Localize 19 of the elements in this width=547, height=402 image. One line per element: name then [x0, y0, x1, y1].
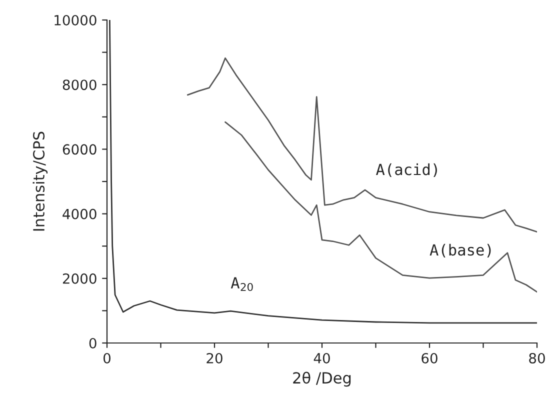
y-tick-label: 8000 [62, 80, 96, 90]
x-tick-label: 0 [103, 352, 110, 364]
x-tick-label: 80 [529, 352, 545, 364]
y-tick-label: 10000 [54, 14, 96, 26]
x-tick-label: 60 [422, 352, 438, 364]
y-tick-label: 6000 [62, 144, 96, 155]
series-label: A$_{20}$ [230, 277, 253, 292]
x-tick-label: 20 [206, 352, 222, 364]
y-axis-title: Intensity/CPS [32, 132, 48, 231]
series-label: A(acid) [376, 163, 437, 178]
x-axis-title: 2θ /Deg [293, 372, 351, 387]
line-series [224, 121, 537, 293]
y-tick-label: 4000 [62, 208, 96, 220]
line-series [186, 57, 537, 233]
y-tick-label: 0 [89, 338, 96, 348]
series-label: A(base) [430, 244, 491, 258]
y-tick-label: 2000 [62, 273, 96, 284]
x-tick-label: 40 [314, 352, 330, 364]
line-series [108, 20, 537, 324]
